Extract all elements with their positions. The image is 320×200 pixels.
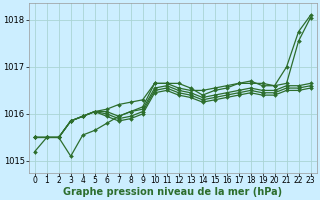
X-axis label: Graphe pression niveau de la mer (hPa): Graphe pression niveau de la mer (hPa) xyxy=(63,187,282,197)
